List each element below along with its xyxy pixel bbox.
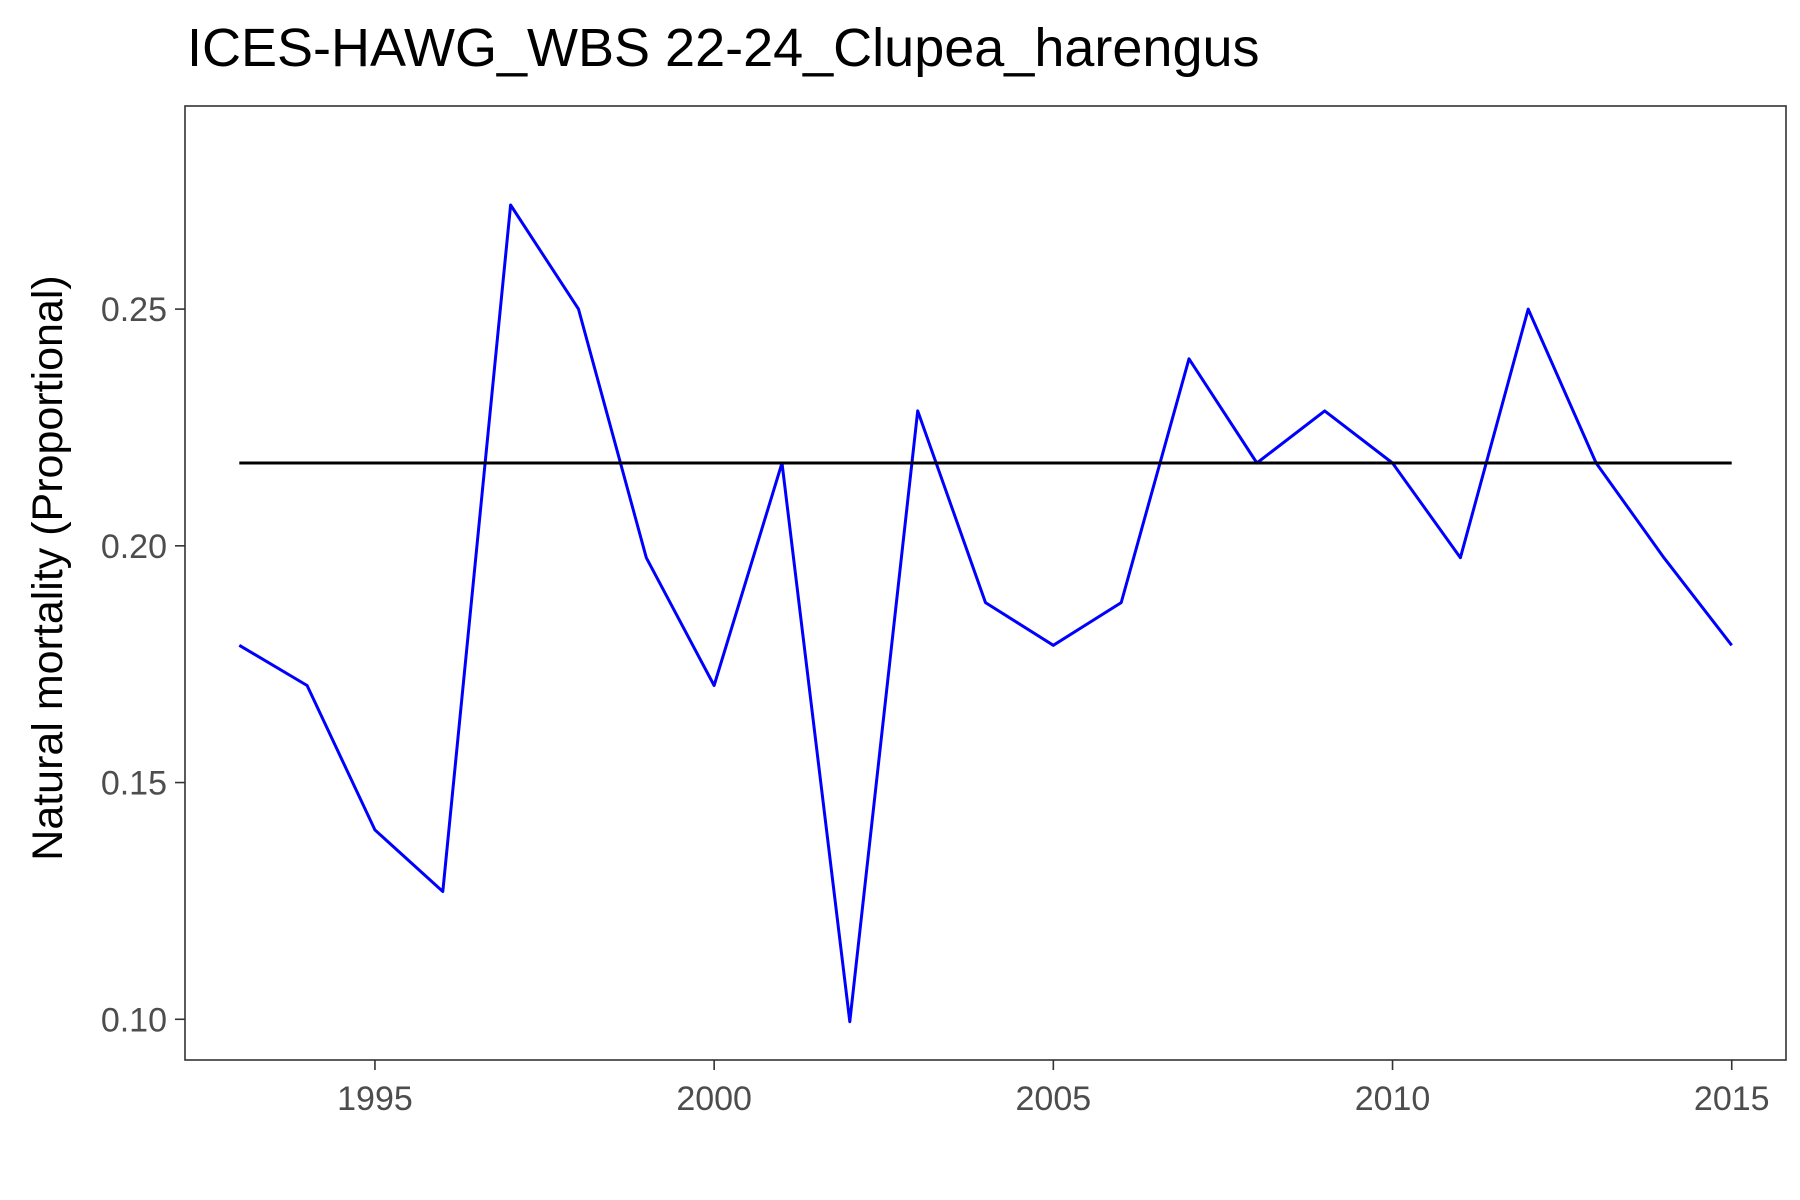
data-point xyxy=(1323,409,1326,412)
y-tick-label: 0.15 xyxy=(101,765,167,803)
data-point xyxy=(238,461,241,464)
x-tick-label: 2015 xyxy=(1694,1080,1770,1118)
data-point xyxy=(1730,644,1733,647)
data-point xyxy=(1188,357,1191,360)
y-axis: 0.10 0.15 0.20 0.25 xyxy=(101,291,185,1039)
chart-title: ICES-HAWG_WBS 22-24_Clupea_harengus xyxy=(187,18,1260,78)
data-point xyxy=(1527,308,1530,311)
x-tick-label: 2005 xyxy=(1016,1080,1092,1118)
y-tick-label: 0.20 xyxy=(101,528,167,566)
mortality-series-line xyxy=(238,203,1733,1024)
x-tick-label: 2010 xyxy=(1355,1080,1431,1118)
data-point xyxy=(1662,556,1665,559)
data-point xyxy=(713,684,716,687)
x-axis: 1995 2000 2005 2010 2015 xyxy=(337,1060,1770,1118)
data-point xyxy=(577,308,580,311)
data-point xyxy=(509,203,512,206)
y-tick-label: 0.25 xyxy=(101,291,167,329)
data-point xyxy=(848,1020,851,1023)
data-point xyxy=(1052,644,1055,647)
data-point xyxy=(238,644,241,647)
x-tick-label: 2000 xyxy=(676,1080,752,1118)
data-point xyxy=(306,684,309,687)
y-axis-label: Natural mortality (Proportional) xyxy=(24,275,72,860)
data-point xyxy=(916,409,919,412)
plot-panel xyxy=(184,105,1787,1061)
data-point xyxy=(1120,601,1123,604)
data-point xyxy=(645,556,648,559)
data-point xyxy=(1730,461,1733,464)
x-tick-label: 1995 xyxy=(337,1080,413,1118)
data-point xyxy=(373,828,376,831)
data-point xyxy=(1459,556,1462,559)
series-layer xyxy=(238,203,1733,1024)
data-point xyxy=(441,890,444,893)
y-tick-label: 0.10 xyxy=(101,1001,167,1039)
data-point xyxy=(984,601,987,604)
